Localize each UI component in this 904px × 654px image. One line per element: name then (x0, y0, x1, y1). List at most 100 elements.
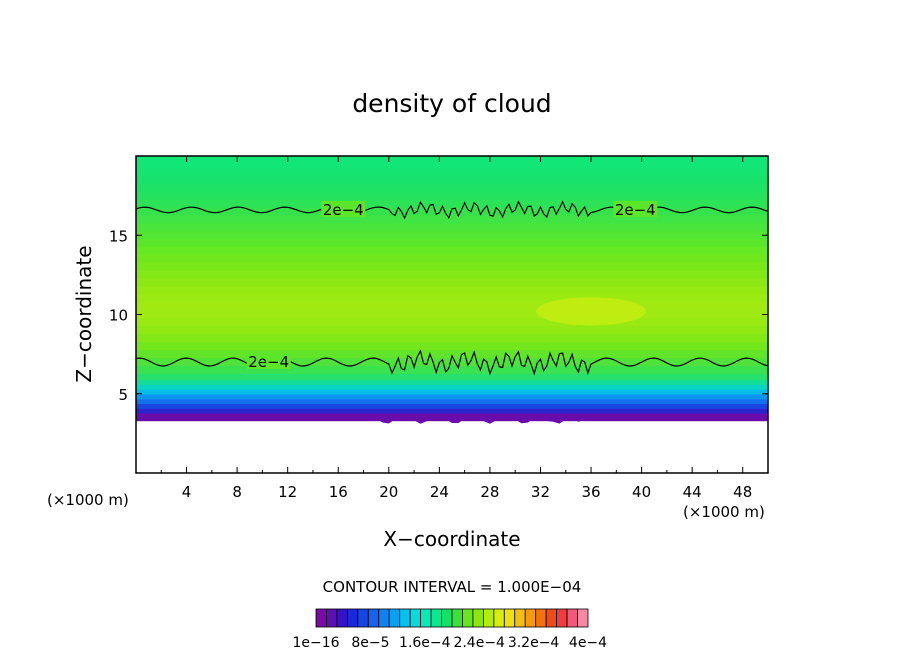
colorbar-tick-label: 3.2e−4 (508, 635, 560, 651)
field-band (136, 183, 768, 193)
field-band (136, 199, 768, 209)
colorbar-swatch (409, 608, 422, 628)
x-tick-label: 44 (683, 483, 702, 501)
field-band (136, 358, 768, 367)
field-band (136, 286, 768, 296)
colorbar-swatch (451, 608, 463, 628)
contour-interval-label: CONTOUR INTERVAL = 1.000E−04 (323, 578, 582, 596)
x-axis-unit: (×1000 m) (683, 503, 765, 521)
field-band (136, 404, 768, 410)
y-axis-title: Z−coordinate (72, 245, 96, 382)
field-band (136, 380, 768, 386)
colorbar-swatch (514, 608, 526, 628)
colorbar-swatch (472, 608, 484, 628)
field-band (136, 215, 768, 224)
contour-label-bg (246, 353, 291, 370)
field-band (136, 334, 768, 343)
field-band (136, 294, 768, 304)
field-band (136, 389, 768, 396)
colorbar-swatch (357, 608, 369, 628)
cloud-base-edge (136, 415, 768, 424)
colorbar (315, 608, 589, 628)
x-tick-label: 8 (232, 483, 242, 501)
field-band (136, 385, 768, 391)
field-band (136, 394, 768, 400)
cloud-base-layer (136, 415, 768, 424)
x-axis-ticks: 4 8 12 16 20 24 28 32 36 40 44 48 (160, 156, 752, 501)
contour-label: 2e−4 (323, 201, 364, 219)
colorbar-swatch (430, 608, 442, 628)
field-band (136, 247, 768, 256)
colorbar-swatch (441, 608, 453, 628)
x-tick-label: 16 (329, 483, 348, 501)
x-tick-label: 32 (531, 483, 550, 501)
field-band (136, 302, 768, 312)
field-band (136, 231, 768, 240)
density-field (136, 156, 768, 422)
field-band (136, 191, 768, 201)
colorbar-swatch (367, 608, 380, 628)
field-band (136, 326, 768, 335)
colorbar-tick-label: 2.4e−4 (453, 635, 505, 651)
contour-label-bg (321, 200, 366, 217)
colorbar-tick-label: 1e−16 (292, 635, 339, 651)
contour-label: 2e−4 (615, 201, 656, 219)
x-tick-label: 4 (182, 483, 192, 501)
y-axis-unit: (×1000 m) (47, 491, 129, 509)
x-tick-label: 48 (733, 483, 752, 501)
contour-label: 2e−4 (248, 353, 289, 371)
colorbar-swatch (326, 608, 338, 628)
y-axis-ticks: 5 10 15 (109, 227, 768, 404)
field-band (136, 310, 768, 319)
x-tick-label: 36 (581, 483, 600, 501)
field-band (136, 373, 768, 381)
colorbar-tick-label: 8e−5 (351, 635, 389, 651)
x-tick-label: 12 (278, 483, 297, 501)
colorbar-swatch (524, 608, 537, 628)
colorbar-swatch (378, 608, 390, 628)
field-band (136, 207, 768, 216)
colorbar-swatch (315, 608, 327, 628)
contour-lines: 2e−4 2e−4 2e−4 (135, 200, 769, 376)
field-band (136, 239, 768, 248)
field-band (136, 342, 768, 351)
field-band (136, 156, 768, 169)
colorbar-swatch (535, 608, 547, 628)
colorbar-swatch (482, 608, 495, 628)
colorbar-swatch (388, 608, 401, 628)
colorbar-swatch (346, 608, 359, 628)
x-tick-label: 20 (379, 483, 398, 501)
colorbar-swatch (336, 608, 348, 628)
field-band (136, 175, 768, 185)
contour-line-top (135, 200, 769, 220)
field-band (136, 255, 768, 264)
contour-label-bg (613, 200, 658, 217)
x-tick-label: 28 (480, 483, 499, 501)
field-band (136, 167, 768, 177)
field-band (136, 366, 768, 375)
field-band (136, 262, 768, 272)
colorbar-swatch (566, 608, 578, 628)
x-tick-label: 40 (632, 483, 651, 501)
colorbar-swatch (503, 608, 516, 628)
x-axis-title: X−coordinate (383, 527, 520, 551)
colorbar-labels: 1e−16 8e−5 1.6e−4 2.4e−4 3.2e−4 4e−4 (292, 635, 607, 651)
colorbar-swatch (493, 608, 505, 628)
colorbar-swatch (556, 608, 568, 628)
field-band (136, 223, 768, 232)
colorbar-swatch (399, 608, 411, 628)
colorbar-swatch (462, 608, 474, 628)
field-maximum-patch (536, 297, 647, 326)
y-tick-label: 15 (109, 227, 128, 245)
colorbar-swatch (577, 608, 589, 628)
field-band (136, 270, 768, 280)
colorbar-swatch (545, 608, 558, 628)
contour-line-bottom (135, 349, 769, 376)
colorbar-swatch (420, 608, 432, 628)
x-tick-label: 24 (430, 483, 449, 501)
field-band (136, 399, 768, 405)
y-tick-label: 10 (109, 307, 128, 325)
y-tick-label: 5 (118, 386, 128, 404)
colorbar-tick-label: 4e−4 (569, 635, 607, 651)
